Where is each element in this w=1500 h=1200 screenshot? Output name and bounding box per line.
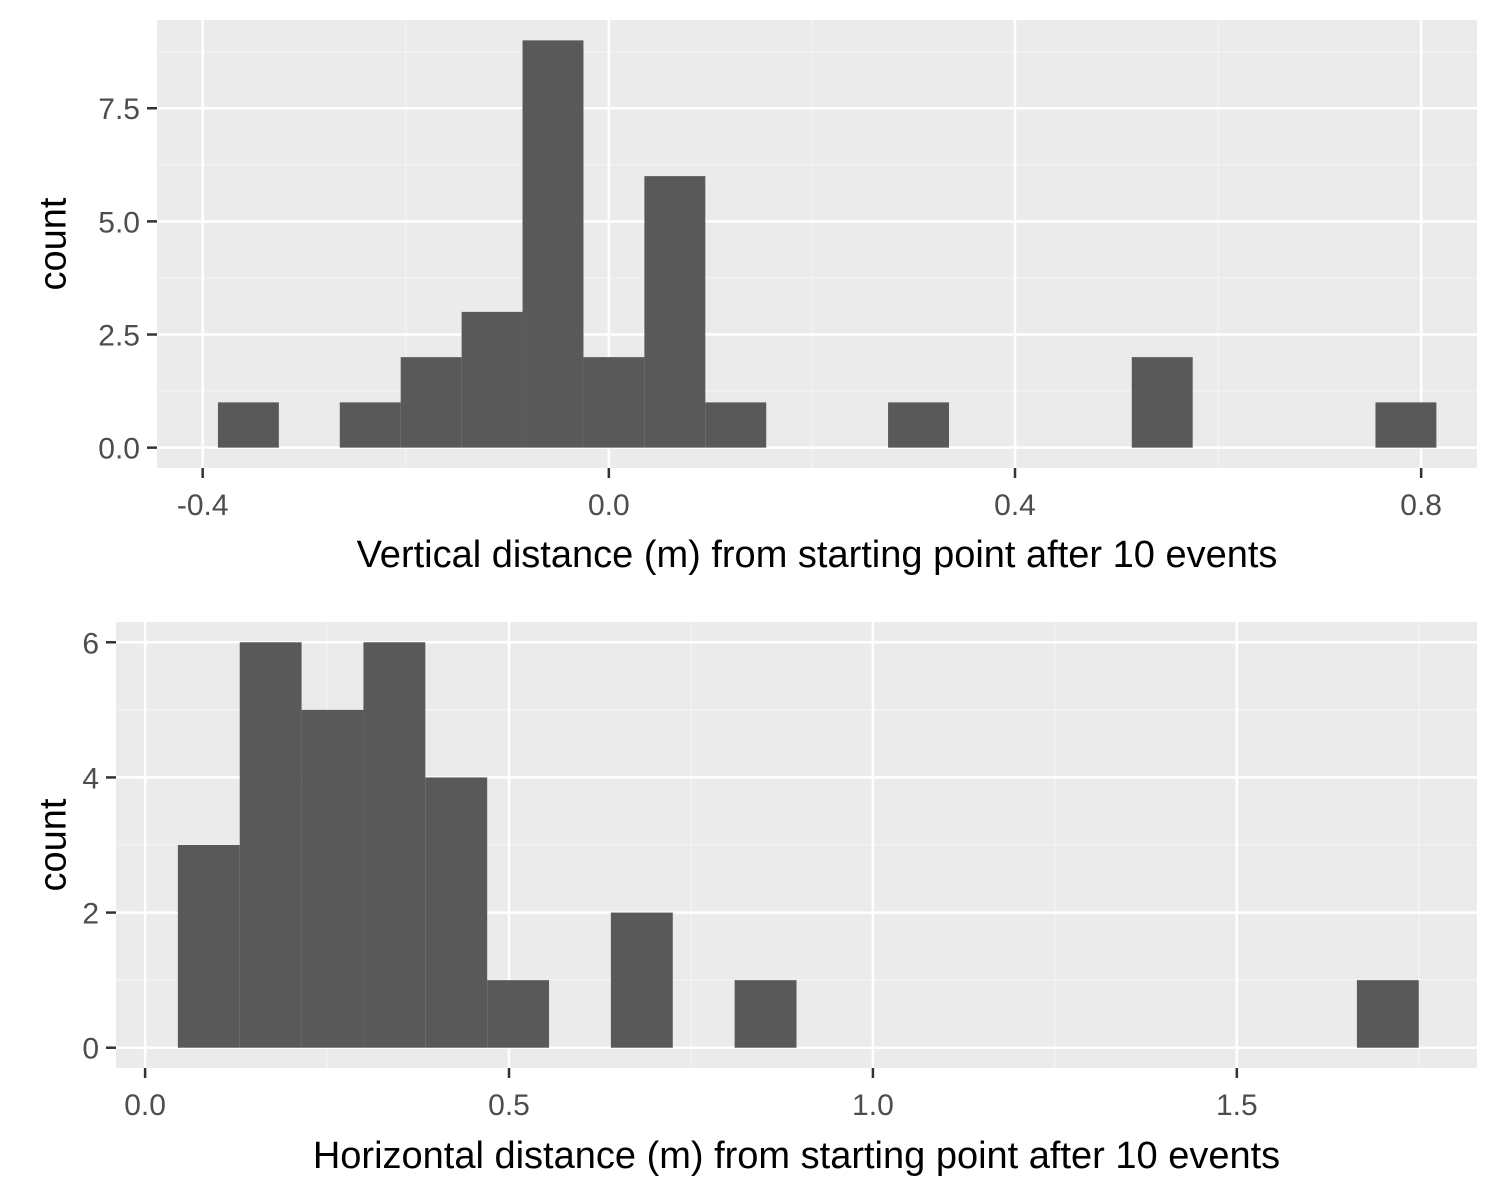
histogram-bar [583,357,645,448]
x-tick-label: 0.0 [588,489,630,522]
histogram-bar [1356,980,1419,1048]
histogram-bar [644,176,706,448]
y-tick-label: 5.0 [98,206,140,239]
histogram-bar [301,709,364,1048]
histogram-bar [461,311,523,448]
x-tick-label: 1.5 [1216,1089,1258,1122]
histogram-bar [705,402,767,448]
plot-panel-background [157,20,1477,468]
major-gridlines [157,20,1477,468]
y-axis: 0.0 2.5 5.0 7.5 [98,93,157,466]
histogram-bar [888,402,949,448]
horizontal-distance-histogram: 0.0 0.5 1.0 1.5 0 2 4 6 Horizontal distance (m… [32,622,1477,1177]
histogram-bar [734,980,797,1048]
histogram-bar [487,980,550,1048]
x-tick-label: 0.8 [1400,489,1442,522]
histogram-bars [177,642,1419,1048]
histogram-bar [217,402,279,448]
x-tick-label: 0.4 [994,489,1036,522]
y-tick-label: 2.5 [98,320,140,353]
y-tick-label: 7.5 [98,93,140,126]
histogram-bar [610,912,673,1048]
y-axis: 0 2 4 6 [82,627,116,1066]
x-axis-title: Vertical distance (m) from starting poin… [357,534,1278,576]
histogram-bar [400,357,462,448]
x-tick-label: 0.5 [488,1089,530,1122]
histogram-bars [217,40,1437,448]
y-axis-title: count [32,197,74,290]
x-axis-title: Horizontal distance (m) from starting po… [313,1135,1280,1177]
minor-gridlines [157,20,1477,468]
histogram-bar [1375,402,1437,448]
histogram-bar [177,845,240,1048]
x-tick-label: 1.0 [852,1089,894,1122]
vertical-distance-histogram: -0.4 0.0 0.4 0.8 0.0 2.5 5.0 7.5 Vertical dist… [32,20,1477,576]
y-tick-label: 2 [82,898,99,931]
histogram-bar [1131,357,1193,448]
histogram-bar [425,777,488,1048]
y-tick-label: 4 [82,762,99,795]
x-axis: 0.0 0.5 1.0 1.5 [124,1068,1258,1122]
x-axis: -0.4 0.0 0.4 0.8 [177,468,1442,522]
histogram-bar [363,642,426,1048]
y-tick-label: 0 [82,1033,99,1066]
histogram-bar [339,402,401,448]
histogram-bar [239,642,302,1048]
y-tick-label: 0.0 [98,433,140,466]
histogram-bar [522,40,584,448]
x-tick-label: 0.0 [124,1089,166,1122]
x-tick-label: -0.4 [177,489,229,522]
y-tick-label: 6 [82,627,99,660]
y-axis-title: count [32,798,74,891]
